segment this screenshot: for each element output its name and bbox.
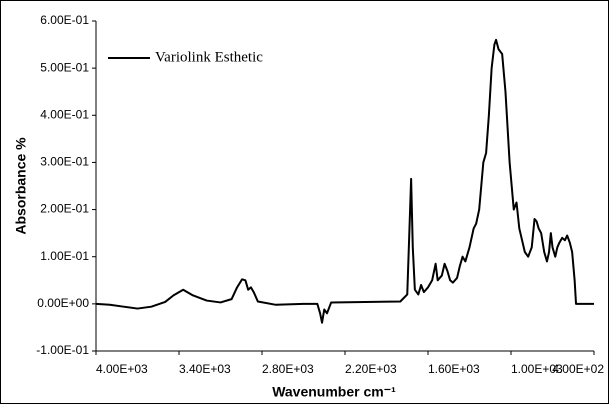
y-tick-label: -1.00E-01 xyxy=(36,343,89,357)
x-tick-label: 2.20E+03 xyxy=(345,362,397,376)
y-tick-label: 1.00E-01 xyxy=(40,249,89,263)
x-tick-label: 3.40E+03 xyxy=(179,362,231,376)
y-tick-label: 4.00E-01 xyxy=(40,107,89,121)
y-axis-title: Absorbance % xyxy=(13,137,29,235)
x-axis-title: Wavenumber cm⁻¹ xyxy=(272,384,396,400)
y-tick-label: 3.00E-01 xyxy=(40,155,89,169)
x-tick-label: 4.00E+03 xyxy=(96,362,148,376)
y-tick-label: 5.00E-01 xyxy=(40,60,89,74)
data-line xyxy=(95,38,594,324)
x-tick-label: 1.60E+03 xyxy=(428,362,480,376)
legend-label: Variolink Esthetic xyxy=(155,49,263,65)
x-tick-label: 4.00E+02 xyxy=(552,362,604,376)
x-tick-label: 2.80E+03 xyxy=(262,362,314,376)
y-tick-label: 0.00E+00 xyxy=(37,296,89,310)
y-tick-label: 6.00E-01 xyxy=(40,13,89,27)
y-tick-label: 2.00E-01 xyxy=(40,202,89,216)
x-tick-label: 1.00E+03 xyxy=(511,362,563,376)
